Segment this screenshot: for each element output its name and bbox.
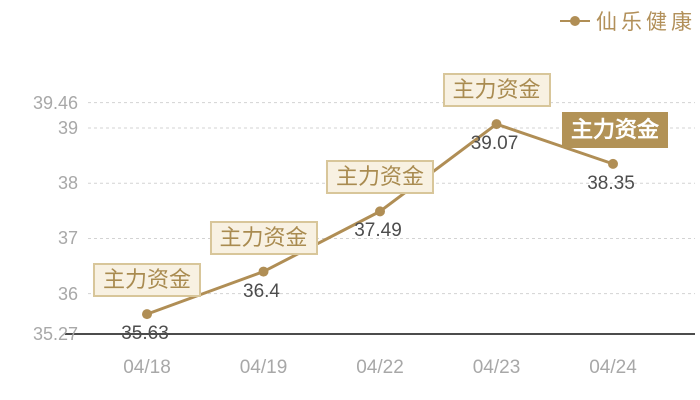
data-point[interactable] — [375, 206, 385, 217]
annotation-badge[interactable]: 主力资金 — [442, 73, 551, 108]
x-axis-tick-label: 04/22 — [356, 357, 404, 378]
annotation-badge[interactable]: 主力资金 — [92, 263, 202, 298]
annotation-badge[interactable]: 主力资金 — [561, 111, 669, 148]
x-axis-tick-label: 04/24 — [589, 357, 637, 378]
legend-item[interactable]: 仙乐健康 — [559, 6, 696, 36]
y-axis-tick-label: 39 — [57, 117, 78, 138]
y-axis-tick-label: 36 — [57, 283, 78, 304]
legend-line-dot-icon — [560, 16, 590, 26]
x-axis-tick-label: 04/23 — [472, 357, 521, 378]
data-point[interactable] — [491, 119, 502, 130]
y-axis-tick-label: 35.27 — [32, 324, 78, 344]
data-point-value: 36.4 — [243, 280, 280, 302]
x-axis-tick-label: 04/19 — [239, 357, 288, 378]
y-axis-tick-label: 38 — [57, 173, 78, 194]
data-point[interactable] — [258, 266, 269, 277]
annotation-badge[interactable]: 主力资金 — [325, 160, 435, 195]
data-point-value: 38.35 — [587, 172, 635, 194]
y-axis-tick-label: 39.46 — [32, 92, 78, 113]
data-point-value: 35.63 — [121, 323, 169, 345]
data-point[interactable] — [142, 309, 152, 320]
annotation-badge[interactable]: 主力资金 — [209, 220, 318, 255]
data-point[interactable] — [608, 158, 618, 169]
data-point-value: 39.07 — [470, 133, 519, 155]
data-point-value: 37.49 — [354, 220, 402, 242]
legend-label: 仙乐健康 — [596, 11, 696, 34]
y-axis-tick-label: 37 — [57, 228, 78, 249]
x-axis-tick-label: 04/18 — [123, 357, 171, 378]
